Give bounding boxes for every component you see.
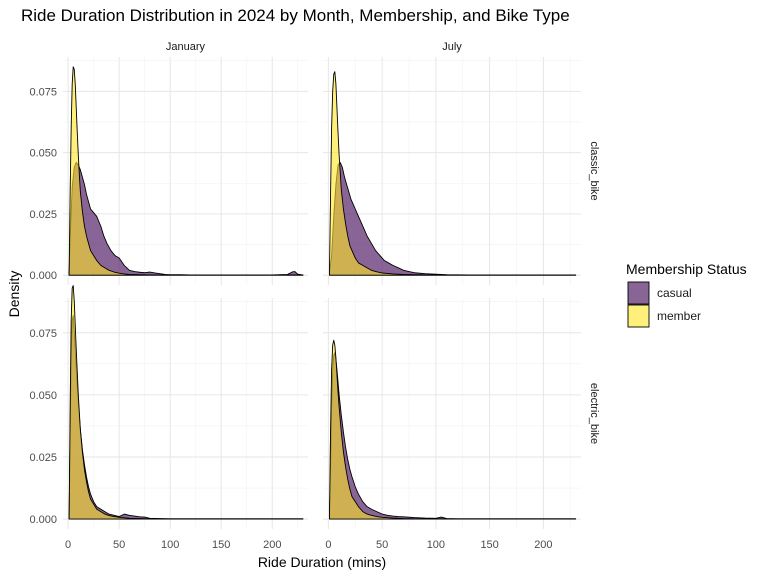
- density-area-casual-january-classic-bike: [68, 161, 304, 276]
- density-area-member-july-electric-bike: [329, 339, 577, 520]
- x-tick-label: 0: [325, 539, 331, 551]
- legend-swatch-casual: [627, 281, 650, 305]
- density-area-casual-january-electric-bike: [68, 314, 304, 520]
- y-tick-label: 0.075: [29, 328, 57, 340]
- x-tick-label: 0: [65, 539, 71, 551]
- strip-label-july: July: [442, 41, 462, 53]
- x-tick-label: 200: [263, 539, 281, 551]
- x-tick-label: 150: [212, 539, 230, 551]
- panels-group: [63, 57, 581, 529]
- y-tick-label: 0.050: [29, 390, 57, 402]
- panel-january-classic-bike: [63, 57, 308, 285]
- y-tick-label: 0.075: [29, 86, 57, 98]
- x-axis-label: Ride Duration (mins): [258, 554, 386, 570]
- y-axis-label: Density: [6, 271, 22, 318]
- legend-label-member: member: [657, 309, 701, 323]
- x-tick-label: 50: [113, 539, 125, 551]
- legend-title: Membership Status: [626, 261, 747, 277]
- density-area-member-july-classic-bike: [329, 71, 577, 276]
- x-tick-label: 50: [376, 539, 388, 551]
- density-area-casual-july-classic-bike: [329, 161, 577, 276]
- chart-title: Ride Duration Distribution in 2024 by Mo…: [21, 6, 570, 25]
- y-tick-label: 0.050: [29, 148, 57, 160]
- y-tick-label: 0.025: [29, 209, 57, 221]
- y-tick-label: 0.000: [29, 270, 57, 282]
- density-area-casual-july-electric-bike: [329, 352, 577, 520]
- strip-label-january: January: [166, 41, 206, 53]
- density-area-member-january-electric-bike: [68, 285, 304, 520]
- axes-group: 0.000 0.025 0.050 0.075 0.000 0.025 0.050 0.075…: [6, 86, 553, 570]
- panel-july-classic-bike: [323, 57, 581, 285]
- strip-label-classic-bike: classic_bike: [588, 141, 600, 200]
- panel-january-electric-bike: [63, 285, 308, 529]
- density-area-member-january-classic-bike: [68, 66, 304, 276]
- y-tick-label: 0.025: [29, 452, 57, 464]
- legend: Membership Status casual member: [626, 261, 747, 328]
- x-tick-label: 100: [161, 539, 179, 551]
- y-tick-label: 0.000: [29, 514, 57, 526]
- panel-july-electric-bike: [323, 298, 581, 529]
- strip-labels-group: January July classic_bike electric_bike: [166, 41, 600, 444]
- x-tick-label: 200: [534, 539, 552, 551]
- x-tick-label: 100: [427, 539, 445, 551]
- strip-label-electric-bike: electric_bike: [588, 383, 600, 444]
- x-tick-label: 150: [480, 539, 498, 551]
- legend-swatch-member: [627, 304, 650, 328]
- legend-label-casual: casual: [657, 286, 692, 300]
